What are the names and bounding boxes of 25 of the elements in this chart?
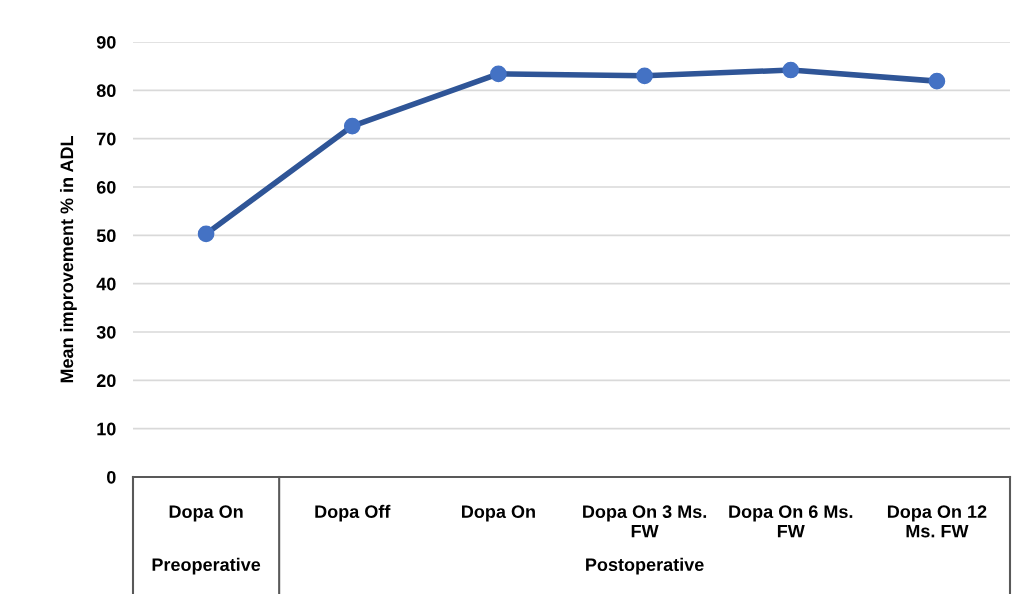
x-tick-label: Dopa On 3 Ms. FW: [583, 505, 707, 538]
point: [197, 225, 215, 243]
y-tick-label: 60: [96, 180, 116, 194]
point: [782, 61, 800, 79]
x-tick-label: Dopa On 12 Ms. FW: [887, 505, 987, 538]
y-tick-label: 20: [96, 374, 116, 388]
x-tick-label: Dopa Off: [315, 504, 391, 522]
y-tick-label: 80: [96, 84, 116, 98]
text: Postoperative: [586, 557, 704, 575]
y-tick-label: 40: [96, 277, 116, 291]
y-tick-label: 0: [107, 470, 116, 484]
y-tick-label: 70: [97, 132, 116, 146]
x-tick-label: Dopa On 6 Ms. FW: [729, 505, 853, 538]
point: [636, 67, 653, 85]
point: [928, 72, 946, 90]
point: [490, 65, 507, 83]
x-tick-label: Dopa On: [462, 505, 535, 522]
text: Preoperative: [152, 557, 261, 575]
y-tick-label: 90: [96, 35, 116, 49]
y-tick-label: 30: [96, 325, 116, 339]
y-axis-title: Mean improvement % in ADL: [59, 135, 77, 383]
x-tick-label: Dopa On: [169, 505, 243, 522]
point: [343, 117, 361, 135]
y-tick-label: 50: [96, 229, 116, 243]
y-tick-label: 10: [97, 422, 116, 436]
